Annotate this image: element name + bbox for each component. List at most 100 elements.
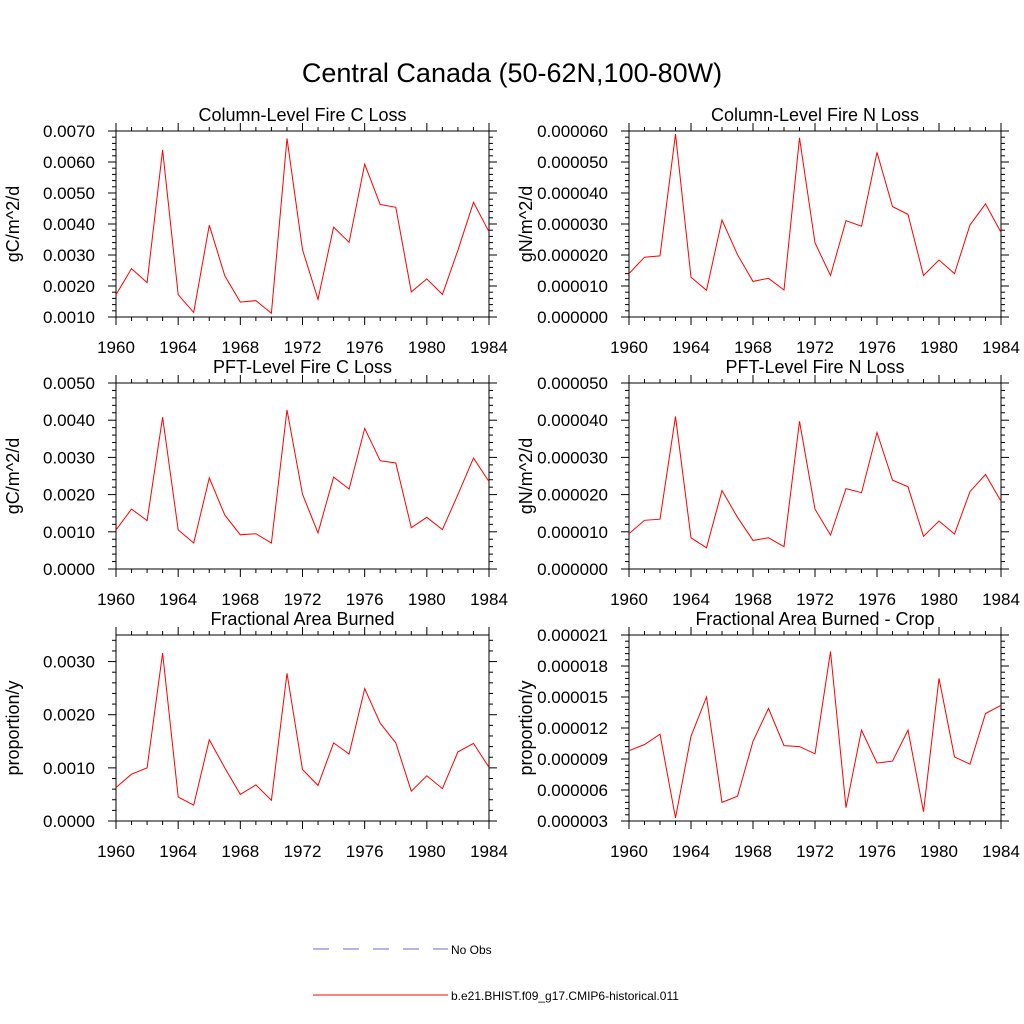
series-line: [628, 416, 1002, 549]
x-tick-label: 1964: [159, 842, 197, 861]
x-tick-label: 1980: [408, 590, 446, 609]
x-tick-label: 1972: [284, 590, 322, 609]
chart-title: Column-Level Fire N Loss: [711, 105, 919, 125]
y-tick-label: 0.000060: [537, 122, 608, 141]
y-tick-label: 0.0030: [43, 246, 95, 265]
y-axis-label: proportion/y: [516, 680, 536, 775]
chart-panel-6: Fractional Area Burned - Crop proportion/…: [516, 609, 1020, 861]
x-tick-label: 1984: [982, 842, 1020, 861]
chart-title: Fractional Area Burned - Crop: [695, 609, 934, 629]
x-tick-label: 1972: [284, 338, 322, 357]
y-tick-label: 0.000000: [537, 308, 608, 327]
y-axis-label: gN/m^2/d: [516, 186, 536, 262]
x-tick-label: 1968: [734, 842, 772, 861]
y-axis-label: gN/m^2/d: [516, 438, 536, 514]
y-tick-label: 0.000015: [537, 688, 608, 707]
x-tick-label: 1976: [858, 590, 896, 609]
plot-frame: [628, 634, 1002, 822]
chart-panel-3: PFT-Level Fire C Loss gC/m^2/d 1960 1964 196…: [3, 357, 508, 609]
y-tick-label: 0.0010: [43, 523, 95, 542]
plot-frame: [115, 634, 490, 822]
x-tick-label: 1976: [346, 338, 384, 357]
y-tick-label: 0.0020: [43, 277, 95, 296]
y-tick-label: 0.000010: [537, 523, 608, 542]
y-tick-label: 0.0000: [43, 812, 95, 831]
x-tick-label: 1976: [858, 842, 896, 861]
y-tick-label: 0.000009: [537, 750, 608, 769]
x-tick-label: 1976: [346, 842, 384, 861]
series-line: [115, 653, 490, 806]
y-tick-label: 0.0040: [43, 215, 95, 234]
x-tick-label: 1976: [858, 338, 896, 357]
x-tick-label: 1960: [610, 338, 648, 357]
legend-label-model: b.e21.BHIST.f09_g17.CMIP6-historical.011: [451, 989, 679, 1003]
series-line: [628, 651, 1002, 818]
y-tick-label: 0.0040: [43, 411, 95, 430]
y-tick-label: 0.000030: [537, 215, 608, 234]
x-tick-label: 1968: [734, 590, 772, 609]
figure-title: Central Canada (50-62N,100-80W): [301, 58, 723, 88]
y-tick-label: 0.0060: [43, 153, 95, 172]
chart-panel-1: Column-Level Fire C Loss gC/m^2/d 1960 1964…: [3, 105, 508, 357]
y-tick-label: 0.000050: [537, 374, 608, 393]
x-tick-label: 1968: [221, 338, 259, 357]
y-tick-label: 0.0070: [43, 122, 95, 141]
plot-frame: [115, 130, 490, 318]
x-tick-label: 1984: [982, 590, 1020, 609]
x-tick-label: 1972: [796, 338, 834, 357]
chart-title: PFT-Level Fire N Loss: [725, 357, 904, 377]
x-tick-label: 1964: [672, 338, 710, 357]
chart-title: PFT-Level Fire C Loss: [213, 357, 392, 377]
y-tick-label: 0.0010: [43, 308, 95, 327]
x-tick-label: 1984: [470, 590, 508, 609]
chart-panel-5: Fractional Area Burned proportion/y 1960 19…: [3, 609, 508, 861]
y-tick-label: 0.0020: [43, 706, 95, 725]
y-tick-label: 0.000021: [537, 626, 608, 645]
legend-label-no-obs: No Obs: [451, 943, 492, 957]
x-tick-label: 1964: [159, 590, 197, 609]
x-tick-label: 1984: [982, 338, 1020, 357]
x-tick-label: 1980: [920, 338, 958, 357]
y-tick-label: 0.0050: [43, 184, 95, 203]
y-axis-label: proportion/y: [3, 680, 23, 775]
y-tick-label: 0.000012: [537, 719, 608, 738]
x-tick-label: 1972: [284, 842, 322, 861]
x-tick-label: 1972: [796, 842, 834, 861]
y-tick-label: 0.000003: [537, 812, 608, 831]
x-tick-label: 1960: [97, 842, 135, 861]
y-tick-label: 0.000040: [537, 411, 608, 430]
x-tick-label: 1960: [97, 338, 135, 357]
plot-frame: [115, 382, 490, 570]
y-tick-label: 0.0050: [43, 374, 95, 393]
chart-title: Column-Level Fire C Loss: [198, 105, 406, 125]
x-tick-label: 1960: [97, 590, 135, 609]
y-tick-label: 0.000030: [537, 448, 608, 467]
x-tick-label: 1968: [221, 590, 259, 609]
chart-panel-4: PFT-Level Fire N Loss gN/m^2/d 1960 1964 196…: [516, 357, 1020, 609]
x-tick-label: 1984: [470, 842, 508, 861]
y-tick-label: 0.000040: [537, 184, 608, 203]
y-tick-label: 0.000000: [537, 560, 608, 579]
x-tick-label: 1972: [796, 590, 834, 609]
y-tick-label: 0.000006: [537, 781, 608, 800]
y-tick-label: 0.0030: [43, 448, 95, 467]
x-tick-label: 1984: [470, 338, 508, 357]
x-tick-label: 1980: [920, 842, 958, 861]
series-line: [628, 134, 1002, 292]
y-tick-label: 0.000020: [537, 486, 608, 505]
x-tick-label: 1980: [920, 590, 958, 609]
x-tick-label: 1968: [734, 338, 772, 357]
plot-frame: [628, 382, 1002, 570]
x-tick-label: 1964: [672, 590, 710, 609]
y-axis-label: gC/m^2/d: [3, 438, 23, 514]
y-axis-label: gC/m^2/d: [3, 186, 23, 262]
x-tick-label: 1964: [672, 842, 710, 861]
x-tick-label: 1964: [159, 338, 197, 357]
x-tick-label: 1980: [408, 842, 446, 861]
y-tick-label: 0.000020: [537, 246, 608, 265]
series-line: [115, 138, 490, 315]
x-tick-label: 1980: [408, 338, 446, 357]
chart-title: Fractional Area Burned: [210, 609, 394, 629]
